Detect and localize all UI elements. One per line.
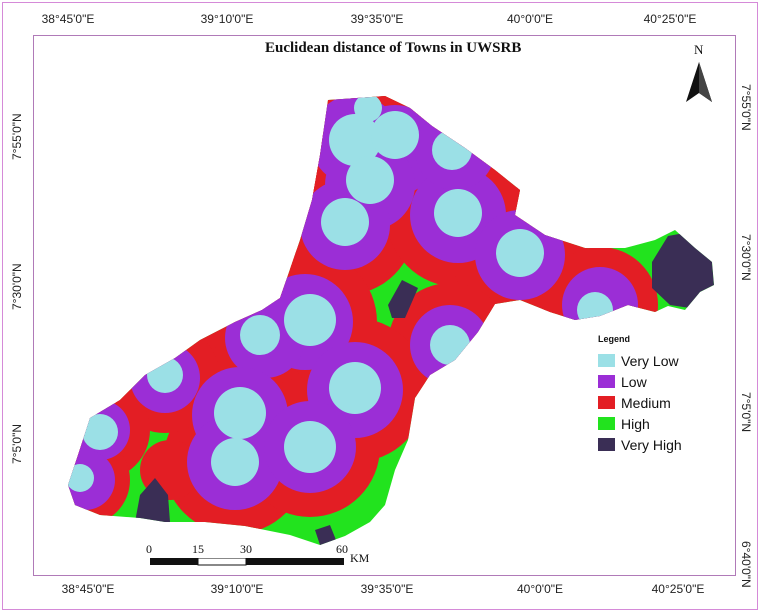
scale-unit: KM <box>350 551 370 565</box>
bottom-tick-4: 40°0'0"E <box>516 582 564 596</box>
north-label: N <box>694 42 704 57</box>
legend-label-high: High <box>621 415 650 432</box>
top-tick-5: 40°25'0"E <box>643 12 697 26</box>
legend-item-high: High <box>598 413 682 434</box>
legend-label-very-high: Very High <box>621 436 682 453</box>
legend-item-very-high: Very High <box>598 434 682 455</box>
scale-label-60: 60 <box>336 542 348 556</box>
legend-swatch-high <box>598 417 615 430</box>
map-title: Euclidean distance of Towns in UWSRB <box>265 40 522 56</box>
bottom-tick-1: 38°45'0"E <box>61 582 115 596</box>
scale-label-15: 15 <box>192 542 204 556</box>
map-legend: Legend Very Low Low Medium High Very Hig… <box>598 334 682 455</box>
scale-bar <box>150 558 344 566</box>
top-tick-1: 38°45'0"E <box>41 12 95 26</box>
scale-label-0: 0 <box>146 542 152 556</box>
legend-swatch-low <box>598 375 615 388</box>
north-arrow-icon <box>686 62 712 102</box>
legend-item-very-low: Very Low <box>598 350 682 371</box>
bottom-tick-3: 39°35'0"E <box>360 582 414 596</box>
top-tick-4: 40°0'0"E <box>506 12 554 26</box>
bottom-tick-2: 39°10'0"E <box>210 582 264 596</box>
scale-label-30: 30 <box>240 542 252 556</box>
top-tick-3: 39°35'0"E <box>350 12 404 26</box>
legend-swatch-medium <box>598 396 615 409</box>
legend-label-low: Low <box>621 373 647 390</box>
legend-item-medium: Medium <box>598 392 682 413</box>
legend-title: Legend <box>598 334 631 344</box>
legend-item-low: Low <box>598 371 682 392</box>
bottom-tick-5: 40°25'0"E <box>651 582 705 596</box>
legend-swatch-very-high <box>598 438 615 451</box>
legend-label-medium: Medium <box>621 394 671 411</box>
top-tick-2: 39°10'0"E <box>200 12 254 26</box>
legend-swatch-very-low <box>598 354 615 367</box>
legend-label-very-low: Very Low <box>621 352 679 369</box>
